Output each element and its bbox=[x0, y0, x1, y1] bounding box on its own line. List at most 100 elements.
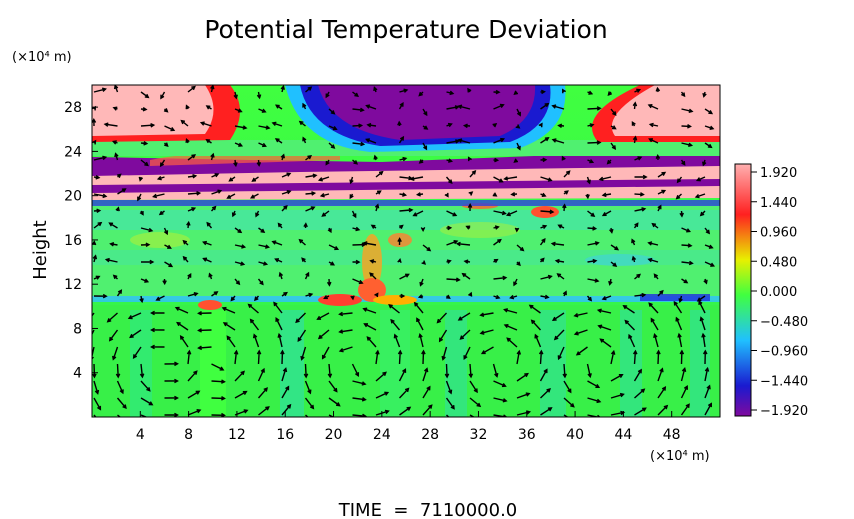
wind-vector bbox=[557, 346, 565, 360]
wind-vector-head bbox=[687, 243, 693, 248]
wind-vector bbox=[493, 397, 507, 402]
wind-vector bbox=[493, 276, 506, 280]
wind-vector-head bbox=[702, 349, 708, 355]
x-tick-label: 8 bbox=[184, 427, 193, 443]
wind-vector-head bbox=[211, 205, 217, 211]
wind-vector-head bbox=[230, 296, 235, 302]
wind-vector-head bbox=[233, 162, 238, 168]
wind-vector-head bbox=[186, 220, 191, 226]
wind-vector bbox=[328, 414, 335, 417]
wind-vector bbox=[587, 242, 599, 246]
wind-vector-head bbox=[541, 192, 547, 198]
wind-vector-head bbox=[402, 192, 408, 197]
wind-vector-head bbox=[450, 405, 455, 410]
wind-vector-head bbox=[262, 142, 267, 148]
wind-vector bbox=[281, 404, 291, 416]
wind-vector-head bbox=[656, 349, 661, 355]
wind-vector-head bbox=[587, 373, 592, 379]
wind-vector-head bbox=[102, 155, 108, 161]
wind-vector-head bbox=[303, 222, 308, 228]
y-tick-label: 20 bbox=[64, 189, 82, 205]
wind-vector-head bbox=[180, 119, 186, 125]
wind-vector-head bbox=[631, 121, 636, 126]
wind-vector-head bbox=[150, 310, 155, 316]
wind-vector-head bbox=[160, 94, 165, 100]
wind-vector-head bbox=[589, 123, 595, 128]
wind-vector bbox=[375, 351, 379, 365]
wind-vector-head bbox=[438, 337, 444, 343]
colorbar-ticks: 1.920 1.440 0.960 0.480 0.000 −0.480 −0.960 −1.… bbox=[751, 166, 808, 419]
wind-vector bbox=[116, 363, 119, 378]
wind-vector-head bbox=[596, 106, 602, 111]
wind-vector bbox=[493, 380, 506, 387]
wind-vector bbox=[352, 108, 364, 111]
wind-vector-head bbox=[252, 333, 258, 339]
wind-vector bbox=[480, 329, 494, 334]
wind-vector-head bbox=[142, 106, 148, 112]
wind-vector-head bbox=[655, 86, 661, 92]
wind-vector bbox=[587, 107, 601, 110]
wind-vector bbox=[598, 325, 612, 331]
wind-vector bbox=[587, 380, 600, 388]
wind-vector-head bbox=[500, 137, 506, 143]
wind-vector bbox=[587, 397, 601, 403]
wind-vector-head bbox=[144, 93, 150, 99]
wind-vector bbox=[352, 124, 362, 127]
wind-vector-head bbox=[494, 225, 500, 230]
wind-vector-head bbox=[325, 93, 330, 99]
wind-vector-head bbox=[612, 262, 618, 267]
wind-vector bbox=[399, 406, 411, 416]
wind-vector bbox=[680, 368, 686, 382]
wind-vector-head bbox=[283, 291, 288, 297]
wind-vector-head bbox=[102, 293, 108, 299]
wind-vector-head bbox=[506, 337, 511, 342]
wind-vector bbox=[281, 386, 290, 399]
wind-vector-head bbox=[421, 349, 426, 355]
wind-vector-head bbox=[174, 395, 179, 401]
wind-vector bbox=[598, 309, 612, 314]
wind-vector-head bbox=[176, 321, 181, 327]
wind-vector-head bbox=[226, 194, 232, 199]
wind-vector bbox=[529, 304, 541, 314]
wind-vector bbox=[153, 193, 165, 198]
wind-vector-head bbox=[699, 316, 704, 322]
wind-vector bbox=[140, 414, 148, 417]
wind-vector-head bbox=[597, 414, 601, 417]
wind-vector-head bbox=[168, 263, 174, 268]
wind-vector-head bbox=[282, 367, 288, 373]
wind-vector bbox=[698, 301, 706, 314]
wind-vector bbox=[610, 393, 624, 399]
wind-vector bbox=[180, 335, 189, 348]
wind-vector-head bbox=[677, 332, 682, 338]
wind-vector bbox=[297, 329, 307, 342]
wind-vector-head bbox=[550, 241, 556, 247]
wind-vector-head bbox=[538, 349, 544, 355]
wind-vector-head bbox=[479, 312, 485, 317]
wind-vector bbox=[117, 188, 126, 195]
wind-vector bbox=[211, 190, 222, 195]
wind-vector bbox=[531, 319, 542, 331]
wind-vector-head bbox=[247, 303, 253, 309]
wind-vector-head bbox=[544, 102, 550, 108]
top-cells bbox=[92, 85, 720, 152]
wind-vector-head bbox=[182, 255, 188, 261]
wind-vector bbox=[587, 278, 599, 282]
wind-vector-head bbox=[116, 173, 122, 178]
wind-vector bbox=[469, 363, 472, 378]
wind-vector-head bbox=[632, 101, 638, 107]
wind-vector-head bbox=[514, 227, 520, 233]
wind-vector-head bbox=[592, 226, 598, 231]
wind-vector-head bbox=[403, 88, 409, 93]
wind-vector-head bbox=[321, 354, 327, 360]
wind-vector bbox=[104, 123, 118, 127]
wind-vector bbox=[540, 137, 549, 144]
wind-vector-head bbox=[467, 203, 473, 208]
lower-cell bbox=[380, 310, 410, 417]
wind-vector bbox=[304, 380, 312, 394]
wind-vector-head bbox=[441, 355, 446, 361]
wind-vector bbox=[272, 122, 283, 127]
wind-vector-head bbox=[366, 122, 372, 128]
wind-vector-head bbox=[330, 144, 336, 149]
wind-vector-head bbox=[217, 189, 223, 194]
wind-vector-head bbox=[683, 279, 689, 284]
